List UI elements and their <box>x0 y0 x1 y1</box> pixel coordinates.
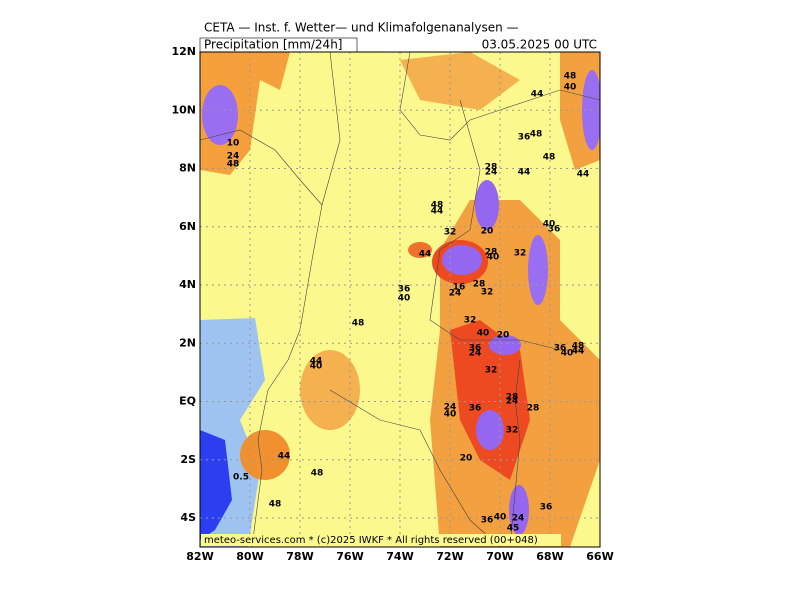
contour-label: 24 <box>506 397 519 407</box>
lat-label: 10N <box>171 103 196 116</box>
contour-label: 32 <box>481 288 494 298</box>
contour-label: 48 <box>227 160 240 170</box>
contour-label: 32 <box>514 249 527 259</box>
contour-label: 24 <box>227 152 240 162</box>
lat-label: EQ <box>179 395 196 408</box>
contour-label: 24 <box>485 168 498 178</box>
contour-label: 40 <box>444 410 457 420</box>
contour-label: 40 <box>310 362 323 372</box>
contour-label: 48 <box>572 342 585 352</box>
field: Precipitation [mm/24h] <box>204 38 342 52</box>
contour-label: 48 <box>269 500 282 510</box>
contour-label: 44 <box>577 170 590 180</box>
contour-label: 32 <box>464 316 477 326</box>
contour-label: 44 <box>310 357 323 367</box>
contour-label: 44 <box>278 452 291 462</box>
contour-label: 36 <box>518 133 531 143</box>
lat-label: 2N <box>179 336 196 349</box>
lat-label: 2S <box>180 453 196 466</box>
contour-label: 40 <box>543 220 556 230</box>
contour-label: 10 <box>227 139 240 149</box>
contour-label: 32 <box>485 366 498 376</box>
contour-label: 24 <box>512 514 525 524</box>
contour-label: 44 <box>518 168 531 178</box>
lon-label: 70W <box>486 550 513 563</box>
contour-label: 20 <box>497 331 510 341</box>
contour-label: 48 <box>352 319 365 329</box>
contour-label: 28 <box>527 404 540 414</box>
contour-label: 40 <box>477 329 490 339</box>
contour-label: 36 <box>554 344 567 354</box>
contour-label: 20 <box>481 227 494 237</box>
contour-label: 36 <box>469 344 482 354</box>
contour-label: 44 <box>531 90 544 100</box>
contour-label: 48 <box>564 72 577 82</box>
contour-label: 24 <box>444 403 457 413</box>
contour-label: 40 <box>564 83 577 93</box>
contour-label: 0.5 <box>233 473 249 483</box>
contour-label: 36 <box>398 285 411 295</box>
lat-label: 4N <box>179 278 196 291</box>
coastlines <box>200 52 600 547</box>
lat-label: 8N <box>179 162 196 175</box>
contour-label: 36 <box>481 516 494 526</box>
lat-label: 12N <box>171 45 196 58</box>
contour-label: 24 <box>469 349 482 359</box>
contour-label: 48 <box>530 130 543 140</box>
graticule <box>200 52 600 547</box>
contour-label: 28 <box>485 163 498 173</box>
title: CETA — Inst. f. Wetter— und Klimafolgena… <box>204 21 519 35</box>
lon-label: 74W <box>386 550 413 563</box>
contour-label: 44 <box>572 347 585 357</box>
contour-label: 28 <box>473 280 486 290</box>
lon-label: 72W <box>436 550 463 563</box>
contour-label: 45 <box>507 524 520 534</box>
footer-bg <box>201 534 561 546</box>
contour-label: 40 <box>561 349 574 359</box>
lon-label: 78W <box>286 550 313 563</box>
contour-label: 36 <box>469 404 482 414</box>
contour-label: 28 <box>485 248 498 258</box>
contour-label: 44 <box>431 207 444 217</box>
lon-label: 80W <box>236 550 263 563</box>
contour-label: 24 <box>449 289 462 299</box>
frame <box>199 51 601 548</box>
date: 03.05.2025 00 UTC <box>482 38 597 52</box>
contour-label: 40 <box>398 294 411 304</box>
contour-label: 44 <box>419 250 432 260</box>
footer: meteo-services.com * (c)2025 IWKF * All … <box>204 535 538 546</box>
contour-label: 28 <box>506 393 519 403</box>
contour-label: 20 <box>460 454 473 464</box>
contour-label: 32 <box>506 426 519 436</box>
lon-label: 68W <box>536 550 563 563</box>
lon-label: 82W <box>186 550 213 563</box>
contour-label: 36 <box>540 503 553 513</box>
lon-label: 76W <box>336 550 363 563</box>
contour-label: 48 <box>311 469 324 479</box>
contour-label: 40 <box>487 253 500 263</box>
lon-label: 66W <box>586 550 613 563</box>
lat-label: 6N <box>179 220 196 233</box>
contour-label: 48 <box>543 153 556 163</box>
lat-label: 4S <box>180 511 196 524</box>
contour-label: 48 <box>431 201 444 211</box>
contour-label: 16 <box>453 283 466 293</box>
contour-label: 40 <box>494 513 507 523</box>
contour-label: 36 <box>548 225 561 235</box>
contour-label: 32 <box>444 228 457 238</box>
